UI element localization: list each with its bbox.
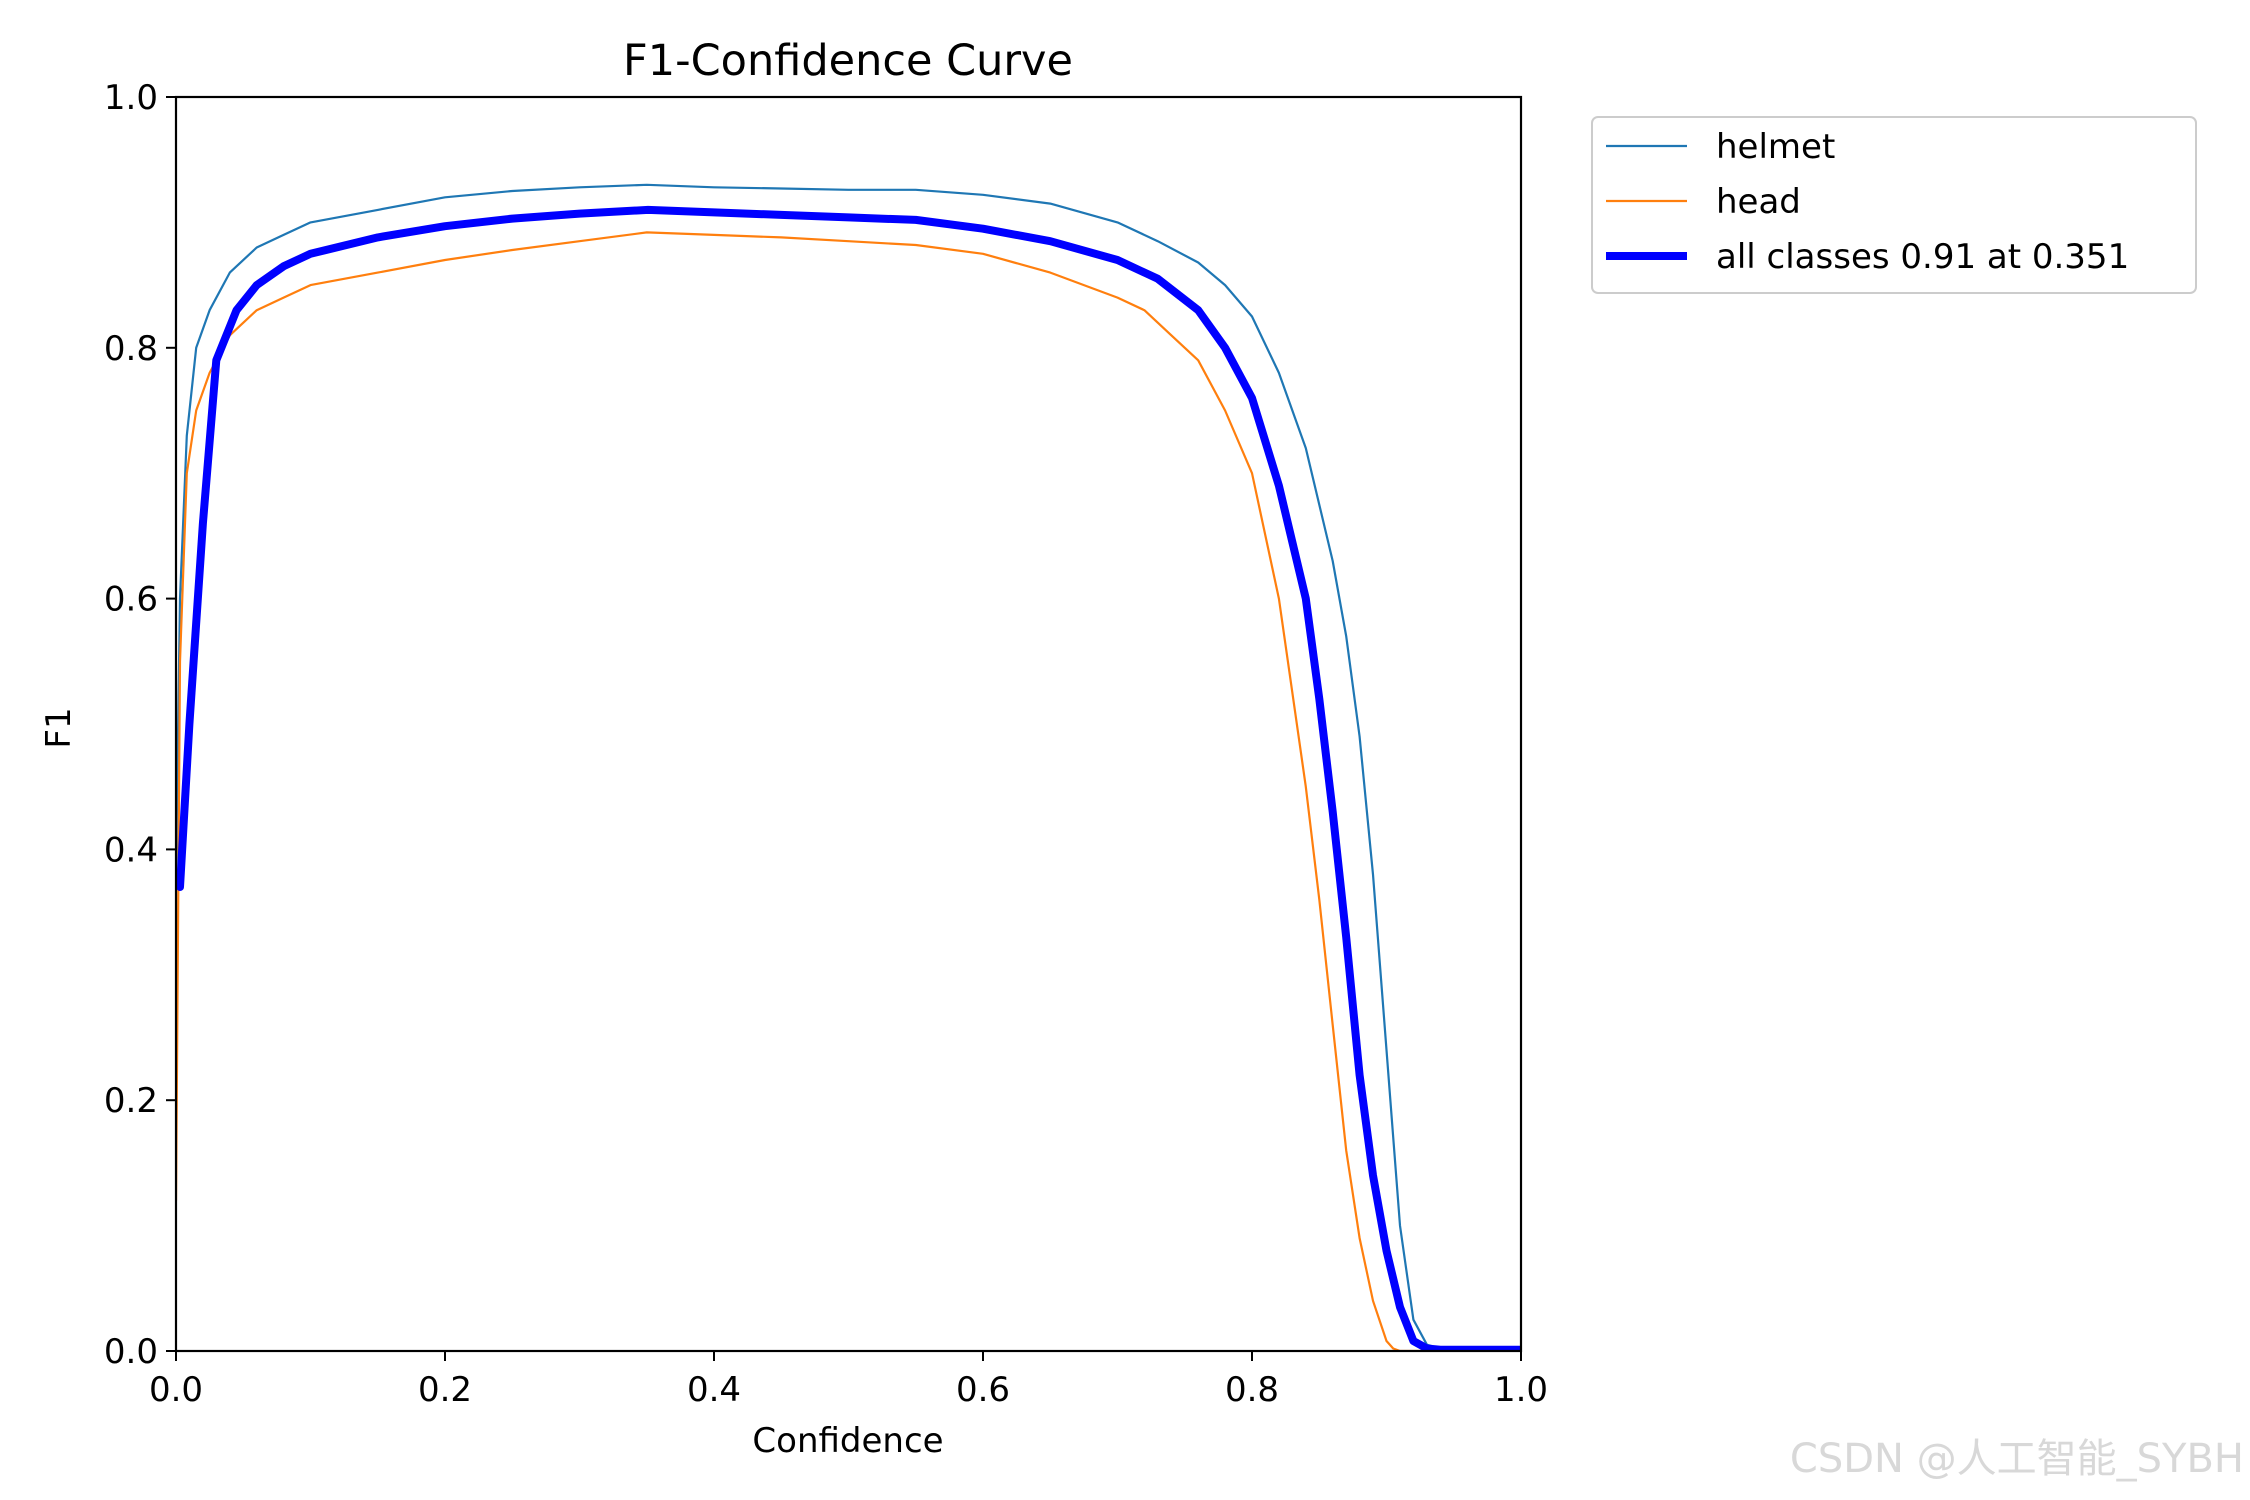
x-tick-label: 0.4 [687,1370,741,1410]
series-line-helmet [176,183,1521,1350]
legend-box [1591,116,2197,294]
series-line-all-classes [176,205,1521,1351]
y-tick-label: 0.2 [104,1081,158,1121]
x-tick-label: 0.6 [956,1370,1010,1410]
x-tick-label: 1.0 [1494,1370,1548,1410]
plot-frame [174,95,1523,1353]
x-axis-label: Confidence [752,1421,943,1461]
x-tick-label: 0.8 [1225,1370,1279,1410]
y-tick-label: 1.0 [104,78,158,118]
series-line-head [176,231,1521,1351]
y-axis-label: F1 [39,707,79,748]
legend: helmet head all classes 0.91 at 0.351 [1591,116,2197,294]
watermark-text: CSDN @人工智能_SYBH [1789,1436,2244,1482]
y-tick-label: 0.4 [104,830,158,870]
x-axis-ticks: 0.0 0.2 0.4 0.6 0.8 1.0 [149,1351,1548,1410]
legend-label-helmet: helmet [1716,127,1835,167]
chart-title: F1-Confidence Curve [623,36,1073,86]
series-layer [176,183,1521,1351]
y-tick-label: 0.0 [104,1332,158,1372]
y-axis-ticks: 0.0 0.2 0.4 0.6 0.8 1.0 [104,78,176,1372]
x-tick-label: 0.0 [149,1370,203,1410]
y-tick-label: 0.6 [104,580,158,620]
y-tick-label: 0.8 [104,329,158,369]
legend-label-all-classes: all classes 0.91 at 0.351 [1716,237,2129,277]
legend-label-head: head [1716,182,1801,222]
x-tick-label: 0.2 [418,1370,472,1410]
